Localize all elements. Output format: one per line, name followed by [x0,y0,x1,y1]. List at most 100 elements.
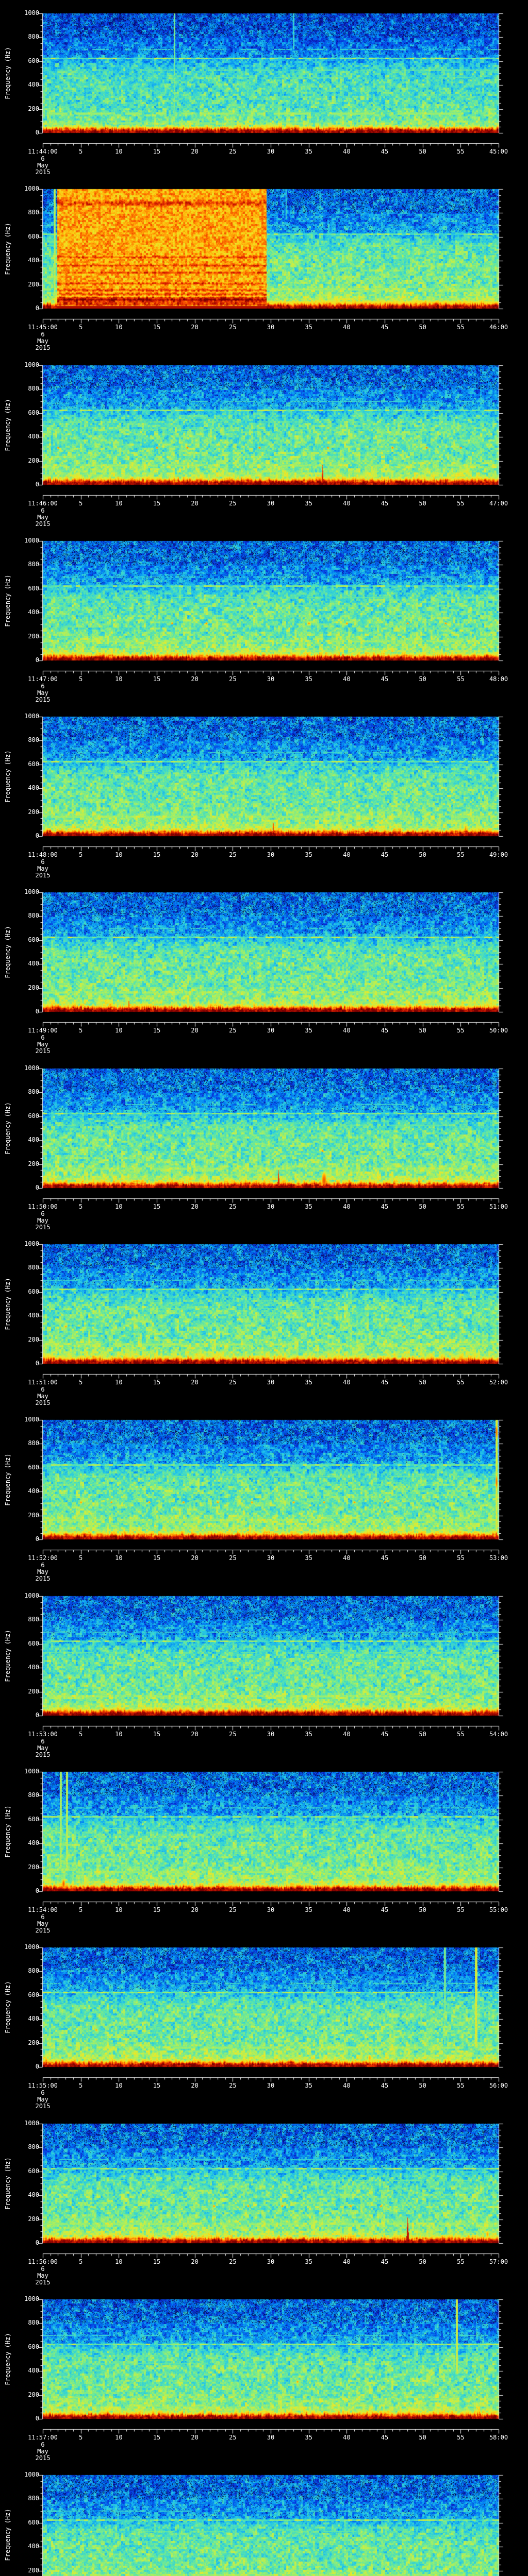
x-tick-label: 20 [191,675,199,683]
spectrogram-panel: Frequency (Hz) 0 200 400 600 800 1000 11:54:00 5… [0,1758,528,1935]
y-tick-label: 600 [28,1815,39,1823]
y-tick-label: 1000 [24,1064,39,1072]
y-tick-label: 600 [28,2167,39,2175]
x-tick-label: 11:50:00 [28,1203,58,1210]
y-tick-label: 1000 [24,1943,39,1951]
x-tick-label: 5 [79,675,83,683]
x-tick-label: 25 [229,2434,237,2441]
y-tick-label: 1000 [24,361,39,368]
y-tick-label: 800 [28,1264,39,1272]
x-tick-label: 45 [381,1379,389,1386]
x-tick-label: 11:56:00 [28,2258,58,2265]
x-tick-label: 35 [305,2082,312,2089]
x-tick-label: 11:52:00 [28,1554,58,1562]
x-tick-label: 50 [419,1906,426,1913]
y-axis-title: Frequency (Hz) [4,574,11,627]
date-label-line: 2015 [35,872,51,879]
spectrogram-panel: Frequency (Hz) 0 200 400 600 800 1000 11:48:00 5… [0,703,528,879]
y-tick-label: 400 [28,257,39,264]
date-label-line: May [37,2096,48,2103]
spectrogram-canvas [0,1934,528,2110]
x-tick-label: 30 [267,1731,275,1738]
x-tick-label: 10 [115,1906,123,1913]
date-label-line: 2015 [35,2454,51,2462]
x-tick-label: 40 [343,1731,351,1738]
y-axis-title-wrap: Frequency (Hz) [1,365,14,485]
spectrogram-panel: Frequency (Hz) 0 200 400 600 800 1000 11:44:00 5… [0,0,528,176]
x-tick-label: 20 [191,500,199,507]
y-tick-label: 400 [28,608,39,616]
x-tick-label: 40 [343,324,351,331]
spectrogram-panel: Frequency (Hz) 0 200 400 600 800 1000 11:50:00 5… [0,1055,528,1231]
x-tick-label: 11:54:00 [28,1906,58,1913]
spectrogram-canvas [0,1231,528,1407]
x-tick-label: 55 [457,2258,465,2265]
y-tick-label: 400 [28,2191,39,2199]
x-tick-label: 35 [305,851,312,858]
x-tick-label: 15 [153,148,161,155]
x-tick-label: 40 [343,1906,351,1913]
x-tick-label: 10 [115,2434,123,2441]
x-tick-label: 30 [267,1027,275,1034]
y-tick-label: 200 [28,1160,39,1167]
y-tick-label: 0 [35,832,39,839]
y-tick-label: 1000 [24,537,39,544]
y-axis-title-wrap: Frequency (Hz) [1,541,14,660]
x-tick-label: 5 [79,1027,83,1034]
date-label-line: May [37,1393,48,1400]
x-tick-label: 50 [419,1027,426,1034]
x-tick-label: 11:45:00 [28,324,58,331]
x-tick-label: 35 [305,1379,312,1386]
date-label-line: 6 [41,1210,45,1217]
date-label-line: 6 [41,2441,45,2448]
x-tick-label: 45 [381,1027,389,1034]
y-tick-label: 800 [28,209,39,216]
spectrogram-panel: Frequency (Hz) 0 200 400 600 800 1000 11:49:00 5… [0,879,528,1055]
x-tick-label: 15 [153,1554,161,1562]
x-tick-label: 15 [153,2258,161,2265]
y-tick-label: 600 [28,1463,39,1471]
x-tick-label: 40 [343,1554,351,1562]
x-tick-label: 15 [153,1906,161,1913]
y-axis-title-wrap: Frequency (Hz) [1,1069,14,1188]
x-tick-label: 15 [153,500,161,507]
y-tick-label: 0 [35,2239,39,2246]
x-tick-label: 11:51:00 [28,1379,58,1386]
x-tick-label: 30 [267,324,275,331]
y-tick-label: 200 [28,456,39,464]
y-tick-label: 600 [28,936,39,943]
x-tick-label: 5 [79,851,83,858]
x-tick-label: 52:00 [489,1379,508,1386]
y-axis-title-wrap: Frequency (Hz) [1,1244,14,1364]
date-label-line: May [37,1744,48,1752]
x-tick-label: 5 [79,1906,83,1913]
y-tick-label: 200 [28,1335,39,1343]
y-tick-label: 0 [35,481,39,488]
x-tick-label: 11:47:00 [28,675,58,683]
x-tick-label: 35 [305,2434,312,2441]
y-tick-label: 800 [28,385,39,393]
x-tick-label: 25 [229,500,237,507]
x-tick-label: 45 [381,1554,389,1562]
y-tick-label: 1000 [24,713,39,720]
x-tick-label: 11:57:00 [28,2434,58,2441]
x-tick-label: 50 [419,851,426,858]
x-tick-label: 5 [79,500,83,507]
y-tick-label: 600 [28,1112,39,1120]
y-tick-label: 800 [28,736,39,744]
x-tick-label: 50 [419,2258,426,2265]
y-tick-label: 600 [28,584,39,592]
y-tick-label: 400 [28,2015,39,2023]
x-tick-label: 15 [153,1731,161,1738]
y-axis-title: Frequency (Hz) [4,2333,11,2385]
date-label-line: May [37,2448,48,2455]
x-tick-label: 50 [419,2082,426,2089]
x-tick-label: 25 [229,324,237,331]
x-tick-label: 35 [305,1203,312,1210]
y-tick-label: 0 [35,656,39,664]
x-tick-label: 20 [191,2258,199,2265]
y-tick-label: 1000 [24,2295,39,2302]
date-label-line: 2015 [35,1751,51,1758]
x-tick-label: 35 [305,1027,312,1034]
y-axis-title: Frequency (Hz) [4,1102,11,1155]
